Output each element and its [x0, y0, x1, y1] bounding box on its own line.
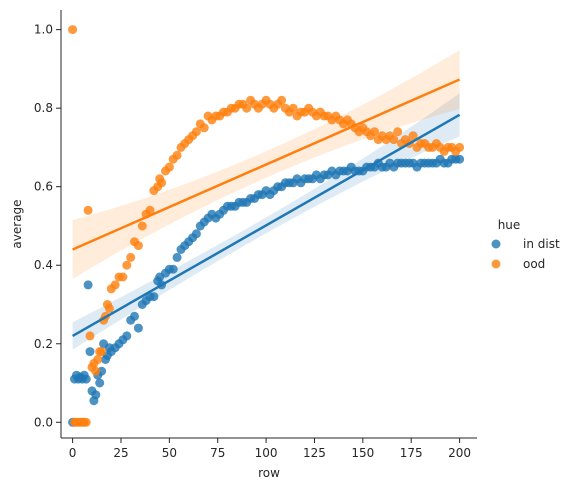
regression-lines	[71, 78, 461, 337]
x-tick-label: 75	[210, 446, 225, 460]
regression-line-ood	[72, 78, 461, 251]
confidence-band-in-dist	[72, 93, 460, 350]
x-tick-label: 25	[113, 446, 128, 460]
legend-marker-in-dist	[491, 239, 501, 249]
data-point-ood	[93, 355, 103, 364]
y-tick-label: 0.8	[34, 101, 53, 115]
data-point-ood	[393, 127, 403, 137]
legend-label-in-dist: in dist	[523, 237, 560, 251]
data-point-in-dist	[191, 229, 201, 239]
y-tick-label: 0.0	[34, 415, 53, 429]
data-point-in-dist	[91, 390, 101, 400]
data-point-in-dist	[133, 323, 143, 333]
data-point-in-dist	[172, 252, 182, 262]
x-axis-label: row	[258, 466, 280, 480]
data-point-ood	[164, 162, 174, 172]
y-tick-label: 0.2	[34, 337, 53, 351]
data-point-ood	[145, 205, 155, 215]
data-point-in-dist	[85, 347, 95, 357]
data-point-ood	[104, 303, 114, 313]
data-point-ood	[242, 103, 252, 113]
data-point-ood	[68, 25, 78, 35]
legend-title: hue	[498, 218, 521, 232]
x-ticks: 0 25 50 75 100 125 150 175 200	[69, 438, 471, 460]
confidence-bands	[72, 50, 460, 350]
legend-label-ood: ood	[523, 257, 545, 271]
data-point-in-dist	[130, 311, 139, 321]
legend-marker-ood	[491, 259, 501, 269]
data-point-in-dist	[455, 154, 465, 164]
y-ticks: 0.0 0.2 0.4 0.6 0.8 1.0	[34, 23, 61, 429]
x-tick-label: 150	[351, 446, 374, 460]
data-point-in-dist	[83, 280, 93, 290]
data-point-in-dist	[149, 292, 159, 302]
data-point-ood	[83, 205, 93, 215]
data-point-ood	[97, 347, 107, 357]
data-point-ood	[191, 127, 201, 137]
data-point-ood	[288, 103, 298, 113]
data-point-ood	[199, 123, 209, 133]
data-point-ood	[122, 260, 132, 270]
x-tick-label: 100	[255, 446, 278, 460]
data-point-ood	[133, 241, 143, 251]
y-tick-label: 1.0	[34, 23, 53, 37]
data-point-ood	[85, 331, 95, 341]
data-point-ood	[118, 272, 128, 282]
y-axis-label: average	[10, 199, 24, 248]
data-point-ood	[157, 178, 167, 188]
x-tick-label: 175	[400, 446, 423, 460]
data-point-ood	[137, 221, 147, 231]
data-point-in-dist	[122, 331, 132, 341]
legend: hue in dist ood	[491, 218, 560, 271]
axes	[60, 10, 477, 439]
data-point-ood	[110, 280, 120, 290]
data-point-ood	[370, 127, 379, 137]
data-point-in-dist	[95, 378, 105, 388]
x-tick-label: 200	[448, 446, 471, 460]
y-tick-label: 0.6	[34, 180, 53, 194]
regression-line-in-dist	[71, 113, 461, 337]
y-tick-label: 0.4	[34, 258, 53, 272]
x-tick-label: 50	[162, 446, 177, 460]
data-point-ood	[455, 142, 465, 152]
x-tick-label: 125	[303, 446, 326, 460]
data-point-in-dist	[168, 264, 178, 274]
data-point-ood	[172, 150, 182, 160]
data-point-in-dist	[81, 374, 91, 384]
data-point-ood	[408, 131, 418, 141]
data-point-ood	[91, 366, 101, 376]
data-point-ood	[81, 417, 91, 427]
data-point-ood	[389, 135, 399, 145]
data-point-ood	[126, 252, 136, 262]
data-point-ood	[277, 95, 287, 105]
x-tick-label: 0	[69, 446, 77, 460]
